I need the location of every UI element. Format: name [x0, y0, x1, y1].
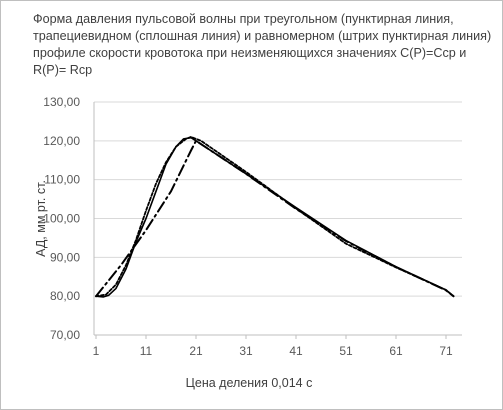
x-axis-label: Цена деления 0,014 с — [186, 376, 313, 390]
y-tick-label: 80,00 — [50, 289, 80, 303]
x-tick-label: 61 — [389, 344, 403, 358]
y-tick-label: 70,00 — [50, 328, 80, 342]
y-axis-label: АД, мм рт. ст. — [34, 180, 48, 257]
x-tick-label: 1 — [93, 344, 100, 358]
x-tick-label: 11 — [140, 344, 153, 358]
x-tick-label: 41 — [289, 344, 303, 358]
y-tick-label: 110,00 — [44, 173, 80, 187]
series-line-dotted — [95, 135, 455, 298]
y-tick-label: 130,00 — [43, 95, 80, 109]
x-tick-label: 51 — [339, 344, 353, 358]
x-tick-label: 71 — [439, 344, 453, 358]
x-tick-label: 31 — [239, 344, 253, 358]
series-line-dash-dot — [95, 139, 455, 298]
x-tick-label: 21 — [189, 344, 203, 358]
y-tick-label: 120,00 — [43, 134, 80, 148]
y-tick-label: 100,00 — [43, 212, 80, 226]
series-line-solid — [95, 136, 455, 298]
chart-title: Форма давления пульсовой волны при треуг… — [33, 12, 495, 77]
y-tick-label: 90,00 — [50, 250, 80, 264]
